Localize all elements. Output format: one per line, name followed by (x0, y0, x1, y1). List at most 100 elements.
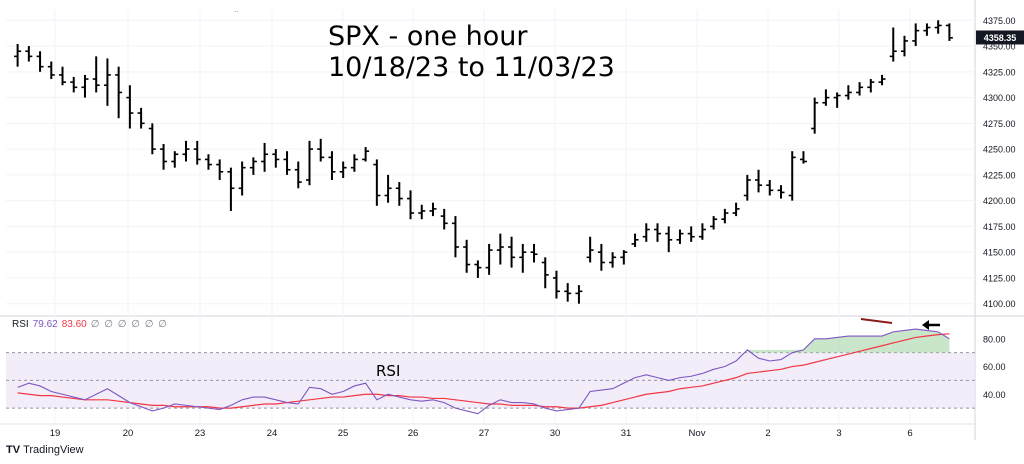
ohlc-bar (687, 226, 695, 242)
rsi-ma-line (17, 333, 950, 409)
ohlc-bar (137, 107, 145, 129)
ohlc-bar (508, 236, 516, 268)
ohlc-bar (575, 285, 583, 304)
ohlc-bar (59, 66, 67, 86)
ohlc-bar (317, 138, 325, 162)
ohlc-bar (407, 190, 415, 220)
ohlc-bar (631, 233, 639, 248)
ohlc-bar (81, 74, 89, 98)
time-tick-label: 26 (408, 428, 419, 439)
ohlc-bar (305, 140, 313, 186)
ohlc-bar (249, 157, 257, 175)
ohlc-bar (676, 229, 684, 244)
ohlc-bar (294, 161, 302, 189)
arrow-left-icon (922, 320, 929, 330)
ohlc-bar (474, 260, 482, 278)
price-tick-label: 4125.00 (983, 273, 1016, 283)
time-tick-label: 2 (765, 428, 770, 439)
price-tick-label: 4150.00 (983, 248, 1016, 258)
last-price-tag (976, 30, 1024, 45)
ohlc-bar (654, 223, 662, 242)
ohlc-bar (586, 236, 594, 263)
time-tick-label: 30 (550, 428, 561, 439)
ohlc-bar (126, 85, 134, 129)
ohlc-bar (496, 233, 504, 265)
ohlc-bar (182, 140, 190, 162)
price-tick-label: 4200.00 (983, 196, 1016, 206)
time-tick-label: 25 (338, 428, 349, 439)
ohlc-bar (698, 223, 706, 240)
chart-title-line2: 10/18/23 to 11/03/23 (328, 52, 615, 83)
ohlc-bar (822, 89, 830, 106)
ohlc-bar (777, 185, 785, 199)
ohlc-bar (70, 76, 78, 93)
ohlc-bar (103, 58, 111, 106)
rsi-tick-label: 60.00 (983, 362, 1006, 372)
tradingview-logo: TV TradingView (6, 444, 84, 456)
ohlc-bar (519, 243, 527, 273)
ohlc-bar (934, 20, 942, 34)
rsi-overbought-fill (747, 329, 950, 353)
ohlc-bar (115, 66, 123, 119)
ohlc-bar (844, 85, 852, 100)
ohlc-bar (743, 174, 751, 201)
ohlc-bar (429, 202, 437, 217)
ohlc-bar (620, 250, 628, 265)
ohlc-bar (171, 151, 179, 168)
ohlc-bar (216, 159, 224, 181)
price-tick-label: 4375.00 (983, 16, 1016, 26)
ohlc-bar (732, 202, 740, 217)
tradingview-logo-icon: TV (6, 444, 21, 456)
ohlc-bar (889, 27, 897, 62)
ohlc-bar (788, 151, 796, 201)
last-price-label: 4358.35 (984, 33, 1017, 43)
chart-title-line1: SPX - one hour (328, 21, 528, 52)
ohlc-bar (14, 44, 22, 67)
time-tick-label: Nov (689, 428, 706, 439)
price-tick-label: 4250.00 (983, 145, 1016, 155)
rsi-legend-ma-value: 83.60 (61, 319, 87, 330)
ohlc-bar (564, 283, 572, 302)
ohlc-bar (597, 243, 605, 271)
ohlc-bar (799, 151, 807, 164)
ohlc-bar (552, 270, 560, 299)
rsi-panel-label: RSI (376, 362, 400, 380)
time-tick-label: 19 (50, 428, 61, 439)
ohlc-bar (900, 35, 908, 57)
ohlc-bar (238, 161, 246, 196)
time-tick-label: 27 (479, 428, 490, 439)
price-tick-label: 4300.00 (983, 93, 1016, 103)
price-tick-label: 4225.00 (983, 170, 1016, 180)
ohlc-bar (945, 23, 953, 41)
ohlc-bar (204, 154, 212, 170)
ohlc-bar (833, 92, 841, 108)
rsi-line (17, 328, 950, 415)
rsi-legend: RSI 79.62 83.60 ∅ ∅ ∅ ∅ ∅ ∅ (12, 319, 168, 330)
time-tick-label: 24 (267, 428, 278, 439)
ohlc-bar (766, 180, 774, 196)
price-tick-label: 4100.00 (983, 299, 1016, 309)
ohlc-bar (665, 226, 673, 253)
rsi-band (6, 352, 975, 409)
ohlc-bar (418, 204, 426, 220)
price-bars (14, 20, 953, 304)
ohlc-bar (811, 97, 819, 134)
ohlc-bar (755, 169, 763, 193)
ohlc-bar (451, 216, 459, 258)
rsi-tick-label: 80.00 (983, 334, 1006, 344)
ohlc-bar (440, 208, 448, 230)
ohlc-bar (710, 216, 718, 230)
ohlc-bar (350, 154, 358, 172)
time-tick-label: 6 (907, 428, 912, 439)
ohlc-bar (867, 79, 875, 93)
ohlc-bar (609, 252, 617, 268)
ohlc-bar (339, 161, 347, 178)
price-tick-label: 4325.00 (983, 67, 1016, 77)
ohlc-bar (160, 143, 168, 170)
rsi-tick-label: 40.00 (983, 390, 1006, 400)
ohlc-bar (373, 159, 381, 206)
ohlc-bar (923, 23, 931, 36)
ohlc-bar (384, 174, 392, 203)
ohlc-bar (36, 51, 44, 72)
ohlc-bar (642, 223, 650, 242)
